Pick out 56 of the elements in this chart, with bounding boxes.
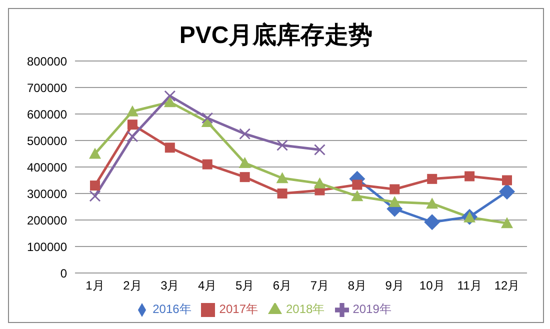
point [501,217,513,228]
point [89,148,101,159]
y-tick-label: 100000 [26,240,68,254]
legend-label: 2017年 [219,302,258,316]
x-tick-label: 12月 [494,278,520,293]
point [351,190,364,202]
y-tick-label: 0 [60,266,68,280]
point [276,140,288,152]
point [202,159,212,170]
point [499,184,515,200]
point [202,112,214,124]
x-tick-label: 10月 [419,278,445,293]
y-tick-label: 700000 [26,80,68,95]
point [164,142,175,153]
point [276,172,288,184]
chart-title: PVC月底库存走势 [178,21,374,51]
point [502,175,512,186]
legend-label: 2016年 [152,302,192,316]
y-tick-label: 200000 [26,213,68,228]
x-tick-label: 7月 [310,278,330,293]
point [164,90,176,102]
point [127,120,138,130]
y-tick-label: 500000 [26,134,68,148]
x-tick-label: 6月 [272,278,292,293]
point [277,188,288,198]
x-tick-label: 9月 [385,278,404,293]
x-tick-label: 11月 [457,278,482,293]
point [90,180,100,191]
point [427,174,438,184]
x-tick-label: 1月 [86,278,104,293]
legend-label: 2018年 [286,302,325,316]
point [314,177,326,188]
point [89,190,101,202]
point [464,171,475,182]
x-tick-label: 3月 [160,278,180,293]
y-tick-label: 800000 [26,54,68,68]
point [424,214,440,230]
point [238,157,251,168]
x-tick-label: 2月 [123,278,142,293]
point [240,172,250,182]
point [388,196,401,207]
y-tick-label: 600000 [26,107,68,122]
point [126,130,138,142]
x-tick-label: 5月 [235,278,254,293]
y-tick-label: 300000 [26,186,68,201]
y-tick-label: 400000 [26,160,68,174]
point [126,105,138,116]
x-tick-label: 4月 [198,278,217,293]
legend-label: 2019年 [352,302,392,316]
point [390,184,400,194]
point [352,180,362,190]
x-tick-label: 8月 [348,278,367,293]
point [239,128,251,140]
point [164,96,176,108]
point [426,198,438,209]
point [314,144,326,156]
